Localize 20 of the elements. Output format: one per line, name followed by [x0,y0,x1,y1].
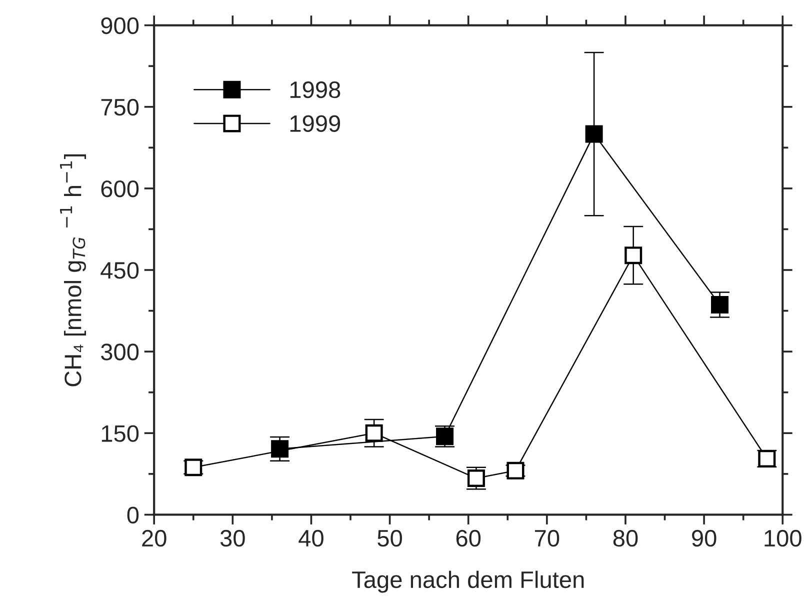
x-tick-label: 50 [378,530,402,547]
y-tick-label: 0 [127,506,139,524]
legend-label: 1999 [290,115,340,132]
y-tick-label: 900 [101,17,139,34]
y-tick-label: 450 [100,262,139,279]
x-tick-label: 70 [535,530,560,547]
x-axis-title: Tage nach dem Fluten [352,570,584,593]
x-tick-label: 80 [613,530,638,547]
y-tick-label: 750 [101,98,139,116]
x-tick-label: 90 [692,530,716,547]
y-tick-label: 300 [101,344,139,360]
x-tick-label: 60 [456,530,481,547]
y-axis-title: CH₄ [nmol g$_{TG}$ $^{−1}$ h$^{−1}$] [60,154,86,386]
x-tick-label: 40 [298,530,324,547]
x-tick-label: 100 [764,530,802,547]
x-tick-label: 20 [142,530,166,547]
legend-label: 1998 [290,81,340,98]
y-tick-label: 600 [101,180,139,198]
y-tick-label: 150 [102,425,139,442]
x-tick-label: 30 [220,530,245,547]
